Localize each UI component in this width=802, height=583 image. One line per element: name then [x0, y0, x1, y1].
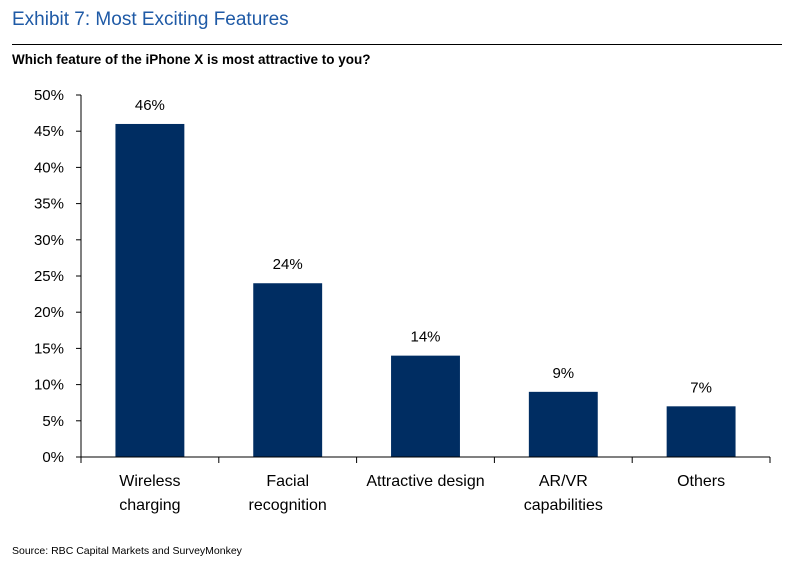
- category-label: Facial recognition: [249, 473, 327, 514]
- y-tick-label: 5%: [42, 413, 64, 430]
- source-note: Source: RBC Capital Markets and SurveyMo…: [12, 545, 242, 557]
- category-label-line: charging: [119, 497, 180, 514]
- y-tick-label: 25%: [34, 268, 64, 285]
- exhibit-title: Exhibit 7: Most Exciting Features: [12, 9, 289, 30]
- y-tick-label: 40%: [34, 159, 64, 176]
- category-label-line: Wireless: [119, 473, 180, 490]
- category-label-line: Attractive design: [366, 473, 484, 490]
- y-tick-label: 0%: [42, 449, 64, 466]
- y-tick-label: 20%: [34, 304, 64, 321]
- y-tick-label: 50%: [34, 87, 64, 104]
- bar: [528, 391, 598, 457]
- bar: [253, 283, 323, 457]
- category-label-line: Facial: [266, 473, 309, 490]
- y-axis: 0% 5% 10% 15% 20% 25% 30% 35% 40% 45% 50%: [34, 87, 82, 466]
- category-label-line: recognition: [249, 497, 327, 514]
- x-axis: Wireless charging Facial recognition Attract…: [80, 456, 771, 514]
- y-tick-label: 45%: [34, 123, 64, 140]
- category-label-line: Others: [677, 473, 725, 490]
- data-label: 14%: [410, 329, 440, 346]
- bars: 46% 24% 14% 9% 7%: [115, 97, 736, 458]
- y-tick-label: 15%: [34, 340, 64, 357]
- bar: [115, 123, 185, 458]
- y-tick-label: 35%: [34, 196, 64, 213]
- data-label: 9%: [552, 365, 574, 382]
- category-label: AR/VR capabilities: [524, 473, 603, 514]
- data-label: 7%: [690, 379, 712, 396]
- category-label-line: capabilities: [524, 497, 603, 514]
- y-tick-label: 10%: [34, 377, 64, 394]
- category-label: Attractive design: [366, 473, 484, 490]
- chart-question: Which feature of the iPhone X is most at…: [12, 52, 371, 67]
- data-label: 24%: [273, 256, 303, 273]
- category-label-line: AR/VR: [539, 473, 588, 490]
- category-label: Wireless charging: [119, 473, 180, 514]
- bar: [391, 355, 460, 457]
- title-divider: [12, 44, 782, 45]
- category-label: Others: [677, 473, 725, 490]
- y-tick-label: 30%: [34, 232, 64, 249]
- bar: [666, 406, 736, 457]
- data-label: 46%: [135, 97, 165, 114]
